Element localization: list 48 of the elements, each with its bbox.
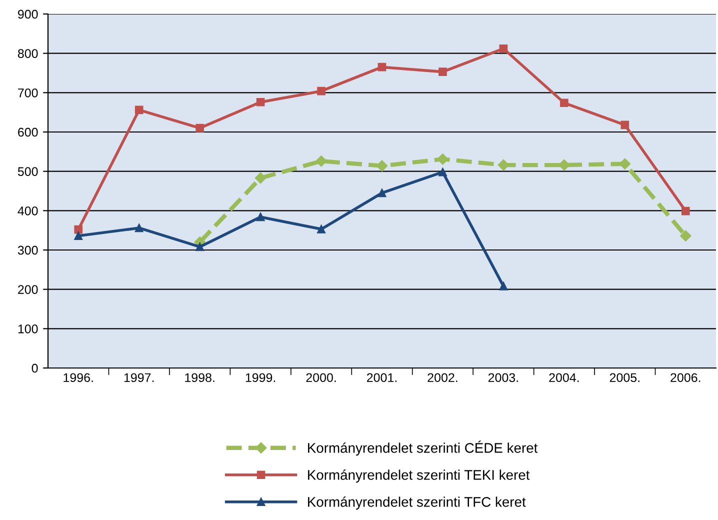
point	[499, 44, 508, 53]
point	[316, 156, 327, 167]
y-tick-label: 0	[32, 364, 38, 373]
point	[620, 120, 630, 130]
point	[437, 154, 448, 165]
y-tick-label: 700	[18, 88, 38, 98]
x-tick-label: 2006.	[670, 373, 700, 382]
legend-label: Kormányrendelet szerinti TFC keret	[308, 496, 526, 510]
point	[256, 98, 265, 106]
x-tick-label: 1996.	[64, 373, 93, 382]
point	[317, 86, 326, 96]
y-tick-label: 900	[18, 10, 38, 19]
x-tick-label: 2001.	[366, 373, 396, 382]
x-tick-label: 2000.	[306, 373, 336, 382]
point	[134, 224, 144, 232]
x-tick-label: 1997.	[124, 373, 154, 382]
x-tick-label: 1998.	[185, 373, 214, 382]
x-tick-label: 2005.	[610, 373, 640, 382]
point	[256, 212, 265, 222]
x-tick-label: 2004.	[549, 373, 579, 382]
y-tick-label: 500	[18, 167, 38, 176]
y-tick-label: 300	[18, 246, 38, 255]
y-tick-label: 600	[18, 128, 38, 137]
point	[317, 224, 326, 234]
x-tick-label: 2003.	[488, 373, 518, 382]
point	[378, 188, 386, 198]
x-tick-label: 1999.	[246, 373, 276, 382]
y-tick-label: 200	[18, 285, 38, 294]
point	[74, 232, 83, 240]
point	[680, 230, 692, 242]
legend-label: Kormányrendelet szerinti TEKI keret	[308, 469, 530, 483]
point	[254, 172, 266, 184]
point	[499, 282, 508, 290]
point	[560, 98, 568, 108]
point	[378, 62, 386, 72]
point	[438, 168, 447, 176]
y-tick-label: 100	[18, 324, 38, 334]
y-tick-label: 400	[18, 206, 38, 216]
legend-label: Kormányrendelet szerinti CÉDE keret	[308, 440, 538, 456]
point	[681, 206, 690, 216]
point	[134, 106, 144, 114]
point	[74, 225, 83, 234]
point	[196, 242, 204, 252]
point	[196, 124, 204, 132]
point	[438, 68, 447, 76]
y-tick-label: 800	[18, 49, 38, 58]
point	[376, 160, 388, 172]
x-tick-label: 2002.	[428, 373, 458, 382]
